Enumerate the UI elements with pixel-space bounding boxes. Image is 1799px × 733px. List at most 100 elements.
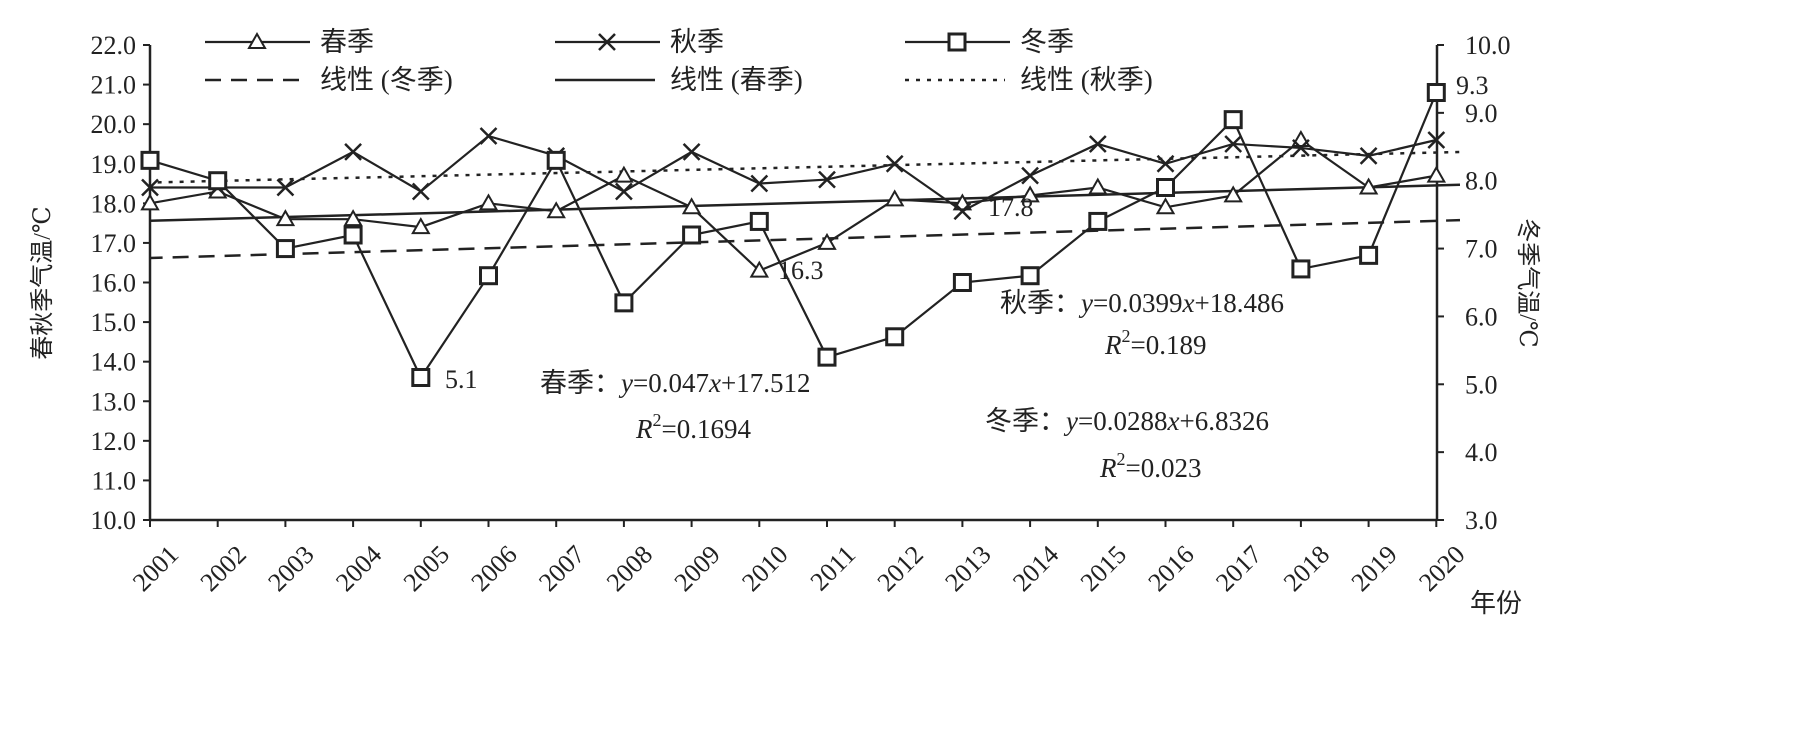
x-tick-label: 2011	[805, 540, 862, 597]
left-tick-label: 21.0	[91, 71, 137, 100]
data-point-winter	[1359, 245, 1379, 265]
data-point-autumn	[411, 182, 430, 201]
data-point-spring	[478, 193, 499, 211]
data-point-winter	[952, 273, 972, 292]
legend-label-winter: 冬季	[1020, 27, 1074, 57]
left-tick-label: 15.0	[91, 308, 137, 337]
right-tick-label: 5.0	[1465, 370, 1498, 399]
data-point-spring	[749, 260, 770, 278]
data-point-spring	[1020, 185, 1040, 203]
point-label-autumn-2013: 17.8	[988, 193, 1034, 222]
left-tick-label: 13.0	[91, 387, 137, 416]
data-point-winter	[614, 293, 634, 313]
trendline-solid	[150, 183, 1461, 223]
left-ticks: 10.0 11.0 12.0 13.0 14.0 15.0 16.0 17.0 18.0 19.0…	[91, 31, 150, 535]
series	[140, 83, 1447, 387]
data-point-autumn	[1021, 166, 1039, 185]
x-tick-label: 2008	[601, 540, 658, 597]
data-point-spring	[1088, 177, 1108, 195]
data-point-winter	[1223, 110, 1243, 130]
x-tick-label: 2012	[872, 540, 929, 597]
data-point-winter	[1088, 211, 1108, 231]
data-point-winter	[1291, 259, 1311, 279]
legend-marker-winter	[947, 32, 967, 52]
point-label-winter-2005: 5.1	[445, 365, 478, 394]
x-tick-label: 2016	[1142, 540, 1199, 597]
data-point-spring	[343, 209, 363, 227]
equation-spring: 春季：y=0.047x+17.512	[540, 368, 810, 398]
x-tick-label: 2010	[736, 540, 793, 597]
x-ticks: 2001 2002 2003 2004 2005 2006 2007 2008 2009 2010…	[127, 520, 1471, 597]
r2-autumn: R2=0.189	[1104, 326, 1206, 360]
data-point-autumn	[141, 178, 159, 197]
right-tick-label: 3.0	[1465, 506, 1498, 535]
x-tick-label: 2006	[465, 540, 522, 597]
equation-autumn: 秋季：y=0.0399x+18.486	[1000, 288, 1284, 318]
y-axis-right-label: 冬季气温/℃	[1514, 218, 1541, 348]
x-tick-label: 2014	[1007, 540, 1064, 597]
left-tick-label: 14.0	[91, 348, 137, 377]
data-point-winter	[275, 239, 295, 259]
x-axis-label: 年份	[1470, 589, 1522, 618]
x-tick-label: 2020	[1413, 540, 1470, 597]
x-tick-label: 2018	[1278, 540, 1335, 597]
legend-label-spring: 春季	[320, 27, 374, 57]
data-point-winter	[682, 225, 702, 245]
right-tick-label: 10.0	[1465, 31, 1511, 60]
x-tick-label: 2003	[262, 540, 319, 597]
y-axis-left-label: 春秋季气温/℃	[29, 206, 56, 360]
data-point-spring	[614, 165, 634, 183]
data-point-autumn	[1224, 135, 1243, 153]
left-tick-label: 11.0	[91, 466, 136, 495]
x-tick-label: 2013	[939, 540, 996, 597]
data-point-winter	[1020, 266, 1040, 286]
data-point-autumn	[1156, 154, 1175, 173]
data-point-spring	[140, 193, 160, 211]
right-tick-label: 9.0	[1465, 99, 1498, 128]
data-point-winter	[885, 327, 905, 347]
data-point-spring	[275, 209, 296, 227]
data-point-spring	[681, 197, 702, 215]
x-tick-label: 2002	[195, 540, 252, 597]
point-label-winter-2020: 9.3	[1456, 71, 1489, 100]
r2-spring: R2=0.1694	[635, 410, 751, 444]
data-point-winter	[1426, 83, 1446, 102]
series-line-autumn	[150, 134, 1437, 213]
legend-marker-autumn	[598, 33, 616, 51]
right-tick-label: 6.0	[1465, 302, 1498, 331]
left-tick-label: 12.0	[91, 427, 137, 456]
left-tick-label: 19.0	[91, 150, 137, 179]
data-point-autumn	[1088, 135, 1107, 153]
data-point-spring	[1155, 197, 1176, 215]
data-point-winter	[546, 150, 566, 170]
data-point-spring	[546, 201, 566, 219]
data-point-autumn	[1292, 139, 1310, 157]
x-tick-label: 2017	[1210, 540, 1267, 597]
trendline-dashed	[150, 218, 1461, 260]
data-point-autumn	[953, 202, 972, 221]
data-point-autumn	[276, 178, 295, 197]
x-tick-label: 2007	[533, 540, 590, 597]
data-point-autumn	[885, 154, 904, 173]
data-point-winter	[343, 225, 363, 245]
right-ticks: 3.0 4.0 5.0 6.0 7.0 8.0 9.0 10.0	[1437, 31, 1511, 535]
right-tick-label: 4.0	[1465, 438, 1498, 467]
data-point-autumn	[682, 142, 701, 161]
data-point-autumn	[344, 142, 362, 161]
data-point-spring	[884, 189, 905, 207]
data-point-spring	[1358, 177, 1379, 195]
left-tick-label: 17.0	[91, 229, 137, 258]
data-point-spring	[411, 217, 431, 235]
data-point-winter	[208, 171, 228, 191]
data-point-autumn	[818, 170, 836, 189]
data-point-winter	[479, 266, 498, 286]
x-tick-label: 2015	[1075, 540, 1132, 597]
point-label-spring-2010: 16.3	[778, 256, 824, 285]
data-point-autumn	[479, 127, 498, 145]
trendlines	[150, 150, 1461, 260]
x-tick-label: 2001	[127, 540, 184, 597]
data-point-winter	[749, 211, 769, 231]
data-point-spring	[817, 232, 837, 250]
